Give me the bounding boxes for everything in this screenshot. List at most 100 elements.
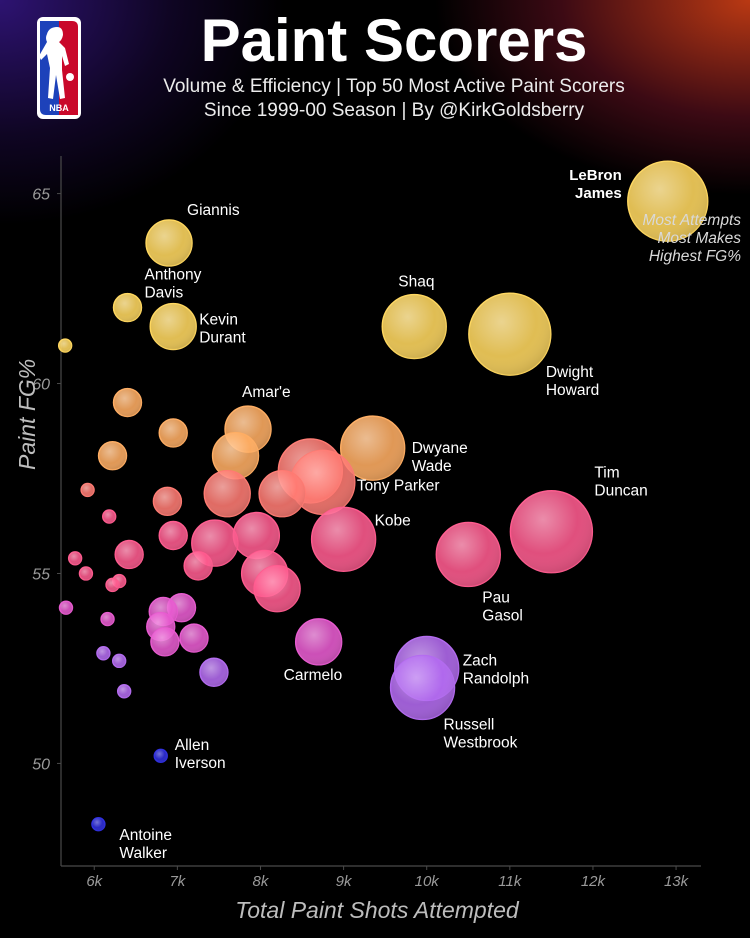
x-tick-label: 12k [581, 873, 607, 890]
nba-logo: NBA [37, 17, 81, 119]
data-point [67, 551, 83, 566]
point-label: Zach Randolph [463, 652, 529, 687]
point-label-line: Dwight [546, 364, 594, 381]
annotation-line-2: Most Makes [657, 230, 741, 247]
x-tick-label: 10k [415, 873, 441, 890]
point-label-line: Gasol [482, 607, 522, 624]
page-title: Paint Scorers [200, 7, 588, 74]
data-point [102, 509, 117, 524]
point-label-line: Kobe [375, 512, 411, 529]
y-axis-title: Paint FG% [14, 358, 40, 470]
bubble-shade [179, 624, 208, 653]
data-point [116, 684, 132, 699]
bubble-shade [295, 618, 342, 665]
bubble-shade [113, 293, 142, 322]
bubble-shade [259, 470, 306, 517]
bubble-shade [150, 303, 197, 350]
bubble-shade [101, 612, 115, 626]
bubble-shade [290, 450, 355, 515]
data-point [179, 623, 209, 653]
data-point [114, 539, 144, 570]
y-tick-label: 65 [32, 187, 50, 204]
bubble-shade [112, 654, 126, 668]
point-label-line: Duncan [594, 483, 647, 500]
data-point [468, 292, 552, 376]
point-label: Giannis [187, 202, 240, 219]
data-point [105, 577, 120, 593]
nba-logo-text: NBA [49, 103, 69, 113]
point-label-line: Pau [482, 589, 510, 606]
point-label: Carmelo [284, 667, 343, 684]
data-point [435, 521, 501, 588]
point-label-line: Carmelo [284, 667, 343, 684]
data-point [294, 618, 343, 666]
bubble-shade [212, 432, 259, 479]
point-label-line: Allen [175, 737, 209, 754]
point-label: Amar'e [242, 384, 291, 401]
point-label-line: Randolph [463, 670, 529, 687]
data-point [112, 292, 143, 323]
point-label-line: Westbrook [444, 734, 518, 751]
bubble-shade [199, 658, 228, 687]
x-tick-label: 7k [169, 873, 186, 890]
data-point [91, 817, 106, 832]
data-point [97, 441, 128, 471]
point-label-line: Kevin [199, 312, 238, 329]
data-point [78, 566, 94, 581]
point-label-line: Anthony [144, 267, 201, 284]
data-point [112, 387, 143, 418]
bubble-shade [204, 470, 251, 517]
x-tick-label: 6k [86, 873, 103, 890]
data-point [58, 600, 74, 615]
point-label-line: Antoine [119, 827, 172, 844]
point-label: Tim Duncan [594, 465, 647, 500]
point-label-line: Giannis [187, 202, 240, 219]
point-label: Allen Iverson [175, 737, 226, 772]
point-label-line: Tim [594, 465, 619, 482]
bubble-shade [311, 507, 376, 572]
bubble-shade [627, 161, 708, 242]
data-point [290, 449, 356, 516]
point-label-line: Dwyane [412, 440, 468, 457]
bubble-shade [106, 578, 120, 592]
data-point [211, 432, 260, 480]
point-label: Dwyane Wade [412, 440, 468, 475]
bubble-shade [81, 483, 95, 497]
data-point [111, 653, 127, 669]
bubble-shade [58, 339, 72, 353]
point-label-line: James [575, 185, 622, 202]
point-label-line: Zach [463, 652, 497, 669]
bubble-shade [113, 388, 142, 417]
data-point [158, 520, 188, 551]
subtitle-line-2: Since 1999-00 Season | By @KirkGoldsberr… [203, 100, 585, 121]
point-label-line: Durant [199, 330, 246, 347]
point-label-line: Russell [444, 716, 495, 733]
y-tick-label: 50 [32, 756, 50, 773]
x-axis-title: Total Paint Shots Attempted [235, 897, 519, 923]
bubble-shade [102, 509, 116, 523]
data-point [389, 654, 456, 721]
y-tick-label: 55 [32, 566, 50, 583]
point-label: Russell Westbrook [444, 716, 518, 751]
data-point [100, 611, 115, 627]
x-tick-label: 11k [498, 873, 523, 890]
bubble-shade [96, 646, 110, 660]
point-label-line: Shaq [398, 274, 434, 291]
bubble-shade [115, 540, 144, 569]
bubble-shade [159, 418, 188, 447]
point-label: Antoine Walker [119, 827, 172, 862]
annotation-line-3: Highest FG% [648, 248, 741, 265]
data-point [96, 646, 111, 661]
bubble-shade [184, 551, 213, 580]
bubble-shade [153, 487, 182, 516]
data-point [80, 482, 95, 498]
bubble-shade [68, 551, 82, 565]
bubble-shade [154, 749, 168, 763]
x-tick-label: 8k [253, 873, 270, 890]
data-point [381, 293, 447, 360]
x-tick-label: 9k [336, 873, 353, 890]
data-point [509, 489, 594, 574]
point-label-line: Amar'e [242, 384, 291, 401]
data-point [158, 418, 188, 448]
